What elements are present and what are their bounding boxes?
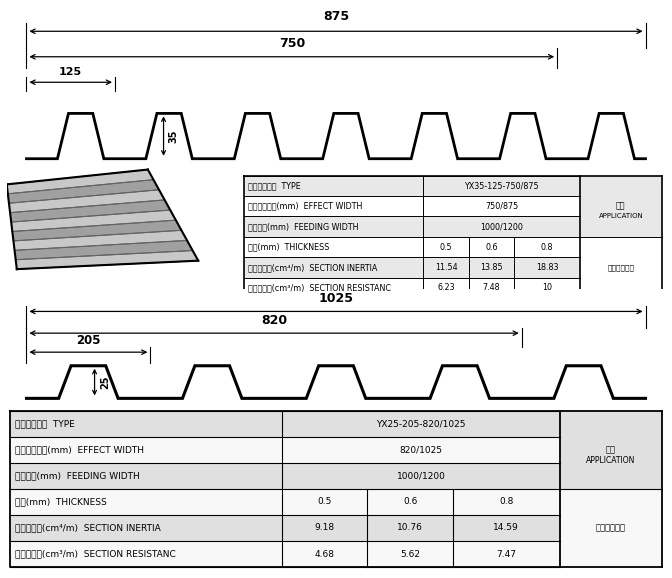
Text: 7.47: 7.47 xyxy=(497,550,516,558)
Text: 18.83: 18.83 xyxy=(536,263,558,272)
Polygon shape xyxy=(8,180,159,203)
Text: APPLICATION: APPLICATION xyxy=(586,456,636,465)
Text: YX25-205-820/1025: YX25-205-820/1025 xyxy=(376,419,466,428)
Text: 截面抗抗矩(cm³/m)  SECTION RESISTANC: 截面抗抗矩(cm³/m) SECTION RESISTANC xyxy=(15,550,175,558)
Text: 有效覆盖宽度(mm)  EFFECT WIDTH: 有效覆盖宽度(mm) EFFECT WIDTH xyxy=(15,445,144,454)
Text: 5.62: 5.62 xyxy=(400,550,420,558)
Polygon shape xyxy=(15,240,193,260)
Bar xyxy=(244,277,580,298)
Text: 0.6: 0.6 xyxy=(403,497,417,506)
Text: 820: 820 xyxy=(261,314,287,327)
Text: 板厚(mm)  THICKNESS: 板厚(mm) THICKNESS xyxy=(15,497,106,506)
Text: 1000/1200: 1000/1200 xyxy=(396,471,446,480)
Polygon shape xyxy=(13,230,187,250)
Bar xyxy=(580,176,662,237)
Text: 0.8: 0.8 xyxy=(499,497,513,506)
Text: 11.54: 11.54 xyxy=(435,263,458,272)
Bar xyxy=(10,515,560,541)
Text: 35: 35 xyxy=(169,129,179,143)
Text: APPLICATION: APPLICATION xyxy=(599,213,643,219)
Bar xyxy=(244,237,580,257)
Text: 1000/1200: 1000/1200 xyxy=(480,222,523,231)
Bar xyxy=(244,257,580,277)
Text: 25: 25 xyxy=(100,375,110,389)
Text: 820/1025: 820/1025 xyxy=(400,445,443,454)
Text: 压型销板型号  TYPE: 压型销板型号 TYPE xyxy=(248,181,300,190)
Text: 13.85: 13.85 xyxy=(480,263,503,272)
Polygon shape xyxy=(10,200,170,222)
Text: 6.23: 6.23 xyxy=(437,283,455,292)
Text: 截面惯性矩(cm⁴/m)  SECTION INERTIA: 截面惯性矩(cm⁴/m) SECTION INERTIA xyxy=(248,263,377,272)
Polygon shape xyxy=(7,169,153,194)
Text: 用途: 用途 xyxy=(606,445,616,454)
Bar xyxy=(560,410,662,489)
Text: 0.8: 0.8 xyxy=(541,243,553,251)
Text: 1025: 1025 xyxy=(319,292,353,305)
Bar xyxy=(560,489,662,567)
Text: 0.5: 0.5 xyxy=(440,243,452,251)
Polygon shape xyxy=(11,210,176,231)
Text: 9.18: 9.18 xyxy=(314,524,335,532)
Bar xyxy=(10,463,560,489)
Text: 10.76: 10.76 xyxy=(397,524,423,532)
Bar xyxy=(10,541,560,567)
Text: 屋面、墙面板: 屋面、墙面板 xyxy=(607,264,634,271)
Text: 展开宽度(mm)  FEEDING WIDTH: 展开宽度(mm) FEEDING WIDTH xyxy=(15,471,139,480)
Bar xyxy=(580,237,662,298)
Text: 用途: 用途 xyxy=(616,202,626,211)
Text: 0.5: 0.5 xyxy=(318,497,332,506)
Polygon shape xyxy=(15,250,198,269)
Text: 750/875: 750/875 xyxy=(485,202,518,211)
Bar xyxy=(10,489,560,515)
Text: 压型销板型号  TYPE: 压型销板型号 TYPE xyxy=(15,419,75,428)
Bar xyxy=(10,410,560,436)
Text: YX35-125-750/875: YX35-125-750/875 xyxy=(464,181,539,190)
Bar xyxy=(10,436,560,463)
Bar xyxy=(244,217,580,237)
Text: 展开宽度(mm)  FEEDING WIDTH: 展开宽度(mm) FEEDING WIDTH xyxy=(248,222,358,231)
Text: 750: 750 xyxy=(279,36,305,50)
Polygon shape xyxy=(7,169,198,269)
Polygon shape xyxy=(9,190,165,213)
Bar xyxy=(244,176,580,196)
Bar xyxy=(244,196,580,217)
Text: 截面抗抗矩(cm³/m)  SECTION RESISTANC: 截面抗抗矩(cm³/m) SECTION RESISTANC xyxy=(248,283,390,292)
Text: 截面惯性矩(cm⁴/m)  SECTION INERTIA: 截面惯性矩(cm⁴/m) SECTION INERTIA xyxy=(15,524,161,532)
Text: 875: 875 xyxy=(323,10,349,23)
Text: 205: 205 xyxy=(76,334,101,347)
Text: 板厚(mm)  THICKNESS: 板厚(mm) THICKNESS xyxy=(248,243,329,251)
Text: 10: 10 xyxy=(542,283,552,292)
Text: 屋面、墙面板: 屋面、墙面板 xyxy=(596,524,626,532)
Text: 有效覆盖宽度(mm)  EFFECT WIDTH: 有效覆盖宽度(mm) EFFECT WIDTH xyxy=(248,202,362,211)
Polygon shape xyxy=(12,220,181,241)
Text: 125: 125 xyxy=(59,66,82,76)
Text: 14.59: 14.59 xyxy=(493,524,519,532)
Text: 7.48: 7.48 xyxy=(482,283,501,292)
Text: 0.6: 0.6 xyxy=(485,243,498,251)
Text: 4.68: 4.68 xyxy=(314,550,335,558)
